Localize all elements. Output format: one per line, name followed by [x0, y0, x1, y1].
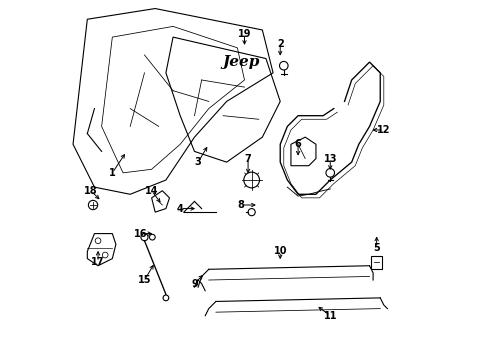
- Text: 2: 2: [276, 39, 283, 49]
- Text: 1: 1: [109, 168, 116, 178]
- Text: 10: 10: [273, 247, 286, 256]
- Text: 11: 11: [323, 311, 336, 321]
- Text: 16: 16: [134, 229, 147, 239]
- Text: 3: 3: [194, 157, 201, 167]
- Text: 14: 14: [144, 186, 158, 196]
- Text: 15: 15: [138, 275, 151, 285]
- Text: 5: 5: [372, 243, 379, 253]
- Text: 18: 18: [84, 186, 98, 196]
- Text: 8: 8: [237, 200, 244, 210]
- Text: 7: 7: [244, 154, 251, 163]
- Text: Jeep: Jeep: [222, 55, 259, 69]
- Text: 12: 12: [376, 125, 390, 135]
- Text: 6: 6: [294, 139, 301, 149]
- Text: 4: 4: [177, 203, 183, 213]
- Text: 17: 17: [91, 257, 104, 267]
- Text: 9: 9: [191, 279, 198, 289]
- Text: 19: 19: [237, 28, 251, 39]
- Text: 13: 13: [323, 154, 336, 163]
